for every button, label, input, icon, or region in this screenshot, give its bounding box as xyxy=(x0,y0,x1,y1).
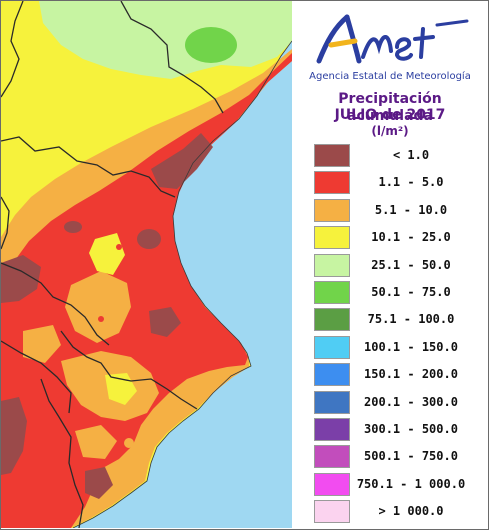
legend-label: 750.1 - 1 000.0 xyxy=(356,476,466,491)
legend-swatch xyxy=(314,417,350,441)
legend-swatch xyxy=(314,308,350,332)
legend-label: 500.1 - 750.0 xyxy=(364,449,458,464)
aemet-logo xyxy=(316,14,469,64)
coastline xyxy=(72,40,292,528)
zone-lt1-valencia xyxy=(149,307,181,337)
legend-swatch xyxy=(314,390,350,414)
zone-lt1-south xyxy=(85,467,113,499)
legend-row: 25.1 - 50.0 xyxy=(307,253,483,281)
legend-swatch xyxy=(314,253,350,277)
legend-swatch xyxy=(314,226,350,250)
legend-label: 150.1 - 200.0 xyxy=(364,367,458,382)
zone-lt1-sw xyxy=(1,397,27,475)
legend-row: < 1.0 xyxy=(307,144,483,171)
legend-row: 200.1 - 300.0 xyxy=(307,390,483,418)
legend-row: 50.1 - 75.0 xyxy=(307,280,483,308)
map-canvas xyxy=(1,1,292,528)
legend: < 1.0 1.1 - 5.0 5.1 - 10.0 10.1 - 25.0 25.1 … xyxy=(307,144,483,527)
legend-swatch xyxy=(314,171,350,195)
legend-label: 75.1 - 100.0 xyxy=(367,312,455,327)
zone-1-5 xyxy=(1,53,292,528)
legend-row: 75.1 - 100.0 xyxy=(307,308,483,335)
province-borders xyxy=(1,1,224,528)
legend-label: 1.1 - 5.0 xyxy=(378,175,444,190)
legend-row: 5.1 - 10.0 xyxy=(307,198,483,226)
zone-5-10-west xyxy=(23,325,61,363)
legend-row: 100.1 - 150.0 xyxy=(307,335,483,363)
legend-label: 300.1 - 500.0 xyxy=(364,421,458,436)
map-units: (l/m²) xyxy=(371,124,409,138)
map-title: Precipitación acumulada xyxy=(338,91,442,124)
zone-lt1-inland xyxy=(64,221,82,233)
legend-label: < 1.0 xyxy=(392,148,430,162)
legend-row: 500.1 - 750.0 xyxy=(307,445,483,472)
legend-swatch xyxy=(314,363,350,387)
legend-swatch xyxy=(314,335,350,359)
zone-25-50 xyxy=(39,1,292,79)
legend-label: > 1 000.0 xyxy=(378,504,444,519)
legend-label: 100.1 - 150.0 xyxy=(364,339,458,354)
legend-label: 5.1 - 10.0 xyxy=(374,202,448,217)
zone-50-75 xyxy=(185,27,237,63)
legend-panel: Agencia Estatal de Meteorología Precipit… xyxy=(293,1,487,528)
legend-swatch xyxy=(314,445,350,469)
legend-swatch xyxy=(314,280,350,304)
spot-dot xyxy=(98,316,104,322)
legend-label: 50.1 - 75.0 xyxy=(371,284,451,299)
agency-name: Agencia Estatal de Meteorología xyxy=(309,71,471,82)
zone-lt1-center xyxy=(137,229,161,249)
precipitation-map xyxy=(1,1,292,528)
zone-5-10-se xyxy=(75,425,117,459)
zone-10-25-inland xyxy=(89,233,125,275)
map-period: JULIO de 2017 xyxy=(334,107,446,123)
legend-label: 10.1 - 25.0 xyxy=(371,230,451,245)
legend-row: 1.1 - 5.0 xyxy=(307,171,483,198)
legend-swatch xyxy=(314,144,350,167)
spot-dot xyxy=(124,438,134,448)
legend-row: 10.1 - 25.0 xyxy=(307,226,483,253)
zone-lt1-north xyxy=(151,133,213,189)
spot-dot xyxy=(201,351,213,363)
legend-swatch xyxy=(314,472,350,496)
legend-swatch xyxy=(314,500,350,524)
legend-row: 300.1 - 500.0 xyxy=(307,417,483,445)
legend-row: 150.1 - 200.0 xyxy=(307,363,483,390)
legend-row: 750.1 - 1 000.0 xyxy=(307,472,483,500)
zone-5-10-inland xyxy=(65,271,131,343)
legend-label: 200.1 - 300.0 xyxy=(364,394,458,409)
legend-swatch xyxy=(314,198,350,222)
legend-label: 25.1 - 50.0 xyxy=(371,257,451,272)
legend-row: > 1 000.0 xyxy=(307,500,483,527)
spot-dot xyxy=(116,244,122,250)
